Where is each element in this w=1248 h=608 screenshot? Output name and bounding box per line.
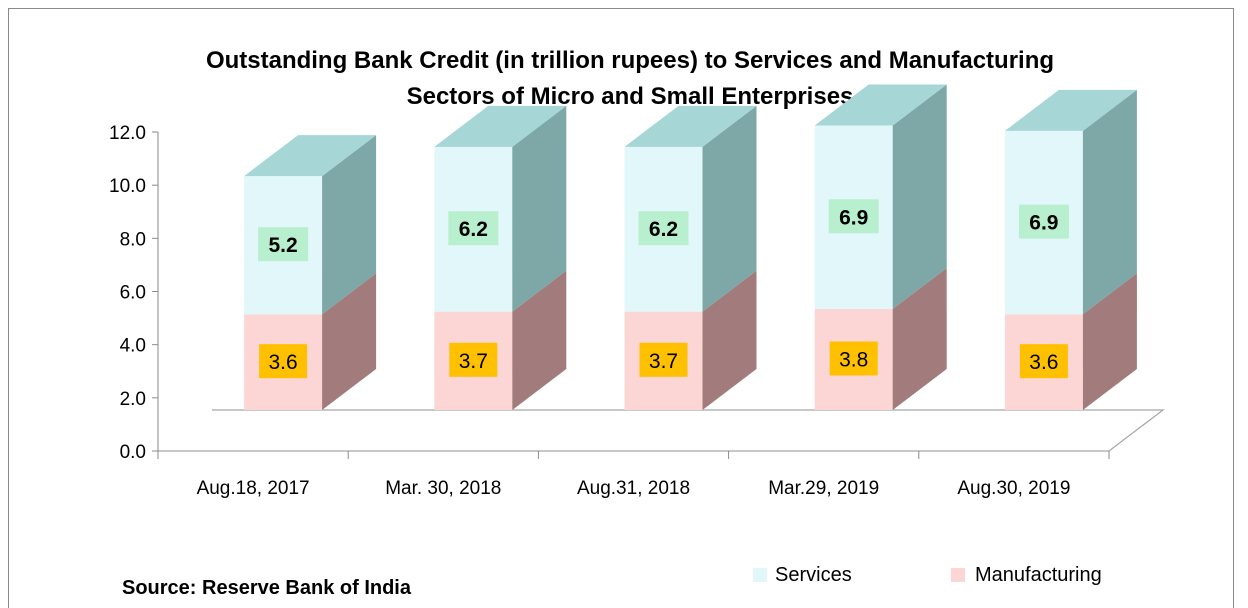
- legend-swatch-services: [753, 568, 767, 582]
- data-label-bg-manufacturing: [1019, 344, 1068, 379]
- data-label-bg-services: [828, 199, 879, 234]
- y-tick-label: 4.0: [120, 336, 146, 357]
- legend: Services Manufacturing: [753, 564, 1102, 586]
- data-label-manufacturing: 3.7: [649, 350, 678, 373]
- data-label-services: 6.2: [649, 218, 678, 241]
- data-label-manufacturing: 3.8: [839, 348, 868, 371]
- bar-services-side: [512, 105, 567, 312]
- chart-frame: Outstanding Bank Credit (in trillion rup…: [8, 8, 1234, 608]
- bar-manufacturing-side: [892, 267, 947, 410]
- data-label-manufacturing: 3.6: [1029, 351, 1058, 374]
- data-label-services: 5.2: [268, 234, 297, 257]
- bar-manufacturing-side: [1082, 273, 1137, 410]
- bar-services-top: [434, 105, 567, 147]
- data-label-bg-services: [258, 227, 309, 262]
- chart-title-line-1: Outstanding Bank Credit (in trillion rup…: [206, 47, 1054, 74]
- y-tick-label: 6.0: [120, 283, 146, 304]
- bar-manufacturing-side: [512, 270, 567, 410]
- y-tick-label: 2.0: [120, 389, 146, 410]
- bank-credit-chart: Outstanding Bank Credit (in trillion rup…: [109, 47, 1165, 599]
- bar-services-top: [624, 105, 757, 147]
- data-label-manufacturing: 3.7: [459, 350, 488, 373]
- bar-services-side: [702, 105, 757, 312]
- x-tick-label: Aug.30, 2019: [957, 478, 1070, 499]
- chart-title-line-2: Sectors of Micro and Small Enterprises: [407, 83, 854, 110]
- data-label-manufacturing: 3.6: [268, 351, 297, 374]
- bar-services-top: [1004, 89, 1137, 131]
- bar-services-top: [814, 84, 947, 126]
- data-label-services: 6.9: [1029, 212, 1058, 235]
- legend-label-services: Services: [775, 564, 852, 586]
- bar-manufacturing-side: [702, 270, 757, 410]
- data-label-bg-manufacturing: [639, 342, 688, 377]
- x-tick-label: Mar. 30, 2018: [385, 478, 501, 499]
- y-tick-label: 8.0: [120, 229, 146, 250]
- y-tick-label: 10.0: [109, 176, 146, 197]
- data-label-bg-services: [638, 211, 689, 246]
- floor-outline: [158, 409, 1165, 452]
- x-tick-label: Mar.29, 2019: [768, 478, 879, 499]
- bar-services-top: [244, 135, 377, 177]
- data-label-services: 6.9: [839, 206, 868, 229]
- data-label-services: 6.2: [459, 218, 488, 241]
- legend-label-manufacturing: Manufacturing: [975, 564, 1102, 586]
- source-note: Source: Reserve Bank of India: [122, 577, 412, 599]
- data-label-bg-services: [448, 211, 499, 246]
- y-tick-label: 0.0: [120, 442, 146, 463]
- data-label-bg-manufacturing: [259, 344, 308, 379]
- data-label-bg-manufacturing: [829, 341, 878, 376]
- x-tick-label: Aug.18, 2017: [197, 478, 310, 499]
- y-tick-label: 12.0: [109, 123, 146, 144]
- legend-swatch-manufacturing: [951, 568, 965, 582]
- bar-services-side: [1082, 89, 1137, 315]
- bar-services-side: [892, 84, 947, 309]
- plot-area: 0.0 2.0 4.0 6.0 8.0 10.0 12.0 3.6 5.2 Aug.18, 201…: [109, 84, 1165, 499]
- data-label-bg-services: [1018, 204, 1069, 239]
- data-label-bg-manufacturing: [449, 342, 498, 377]
- bar-manufacturing-side: [322, 273, 377, 410]
- x-tick-label: Aug.31, 2018: [577, 478, 690, 499]
- bar-services-side: [322, 135, 377, 315]
